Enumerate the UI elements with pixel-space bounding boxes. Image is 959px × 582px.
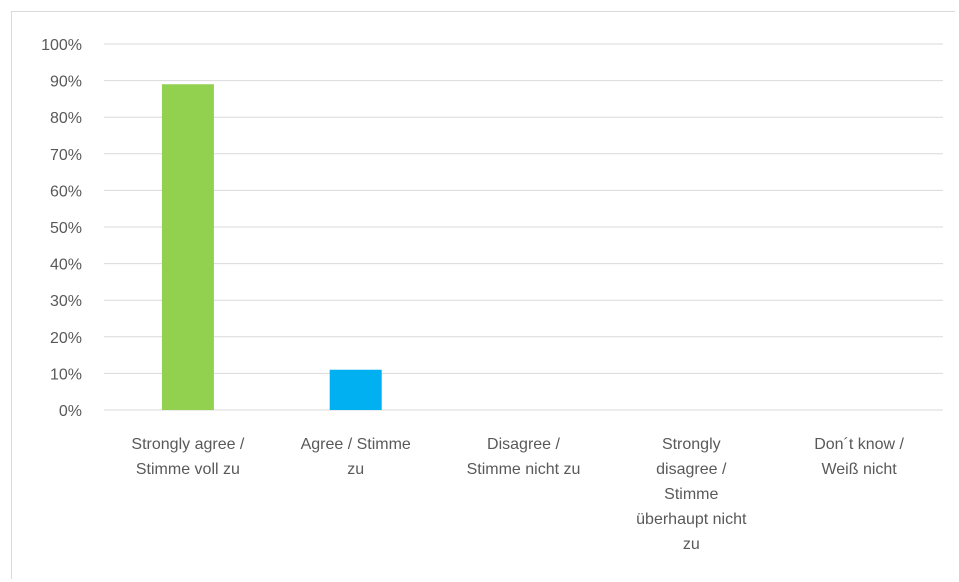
y-axis-ticks: 0% 10% 20% 30% 40% 50% 60% 70% 80% 90% 100% [41, 37, 82, 420]
chart-frame [11, 11, 955, 579]
y-tick-label: 60% [50, 183, 82, 200]
x-category-label: Disagree / Stimme nicht zu [467, 436, 581, 478]
bar [329, 369, 382, 410]
y-tick-label: 80% [50, 110, 82, 127]
y-tick-label: 30% [50, 293, 82, 310]
x-axis-labels: Strongly agree / Stimme voll zu Agree / St… [131, 436, 904, 553]
x-category-label: Strongly disagree / Stimme überhaupt nicht z… [636, 436, 747, 553]
x-category-label: Agree / Stimme zu [301, 436, 411, 478]
y-tick-label: 0% [59, 403, 82, 420]
y-tick-label: 40% [50, 257, 82, 274]
y-tick-label: 90% [50, 74, 82, 91]
y-tick-label: 10% [50, 366, 82, 383]
y-tick-label: 50% [50, 220, 82, 237]
y-tick-label: 70% [50, 147, 82, 164]
gridlines [104, 43, 943, 411]
x-category-label: Strongly agree / Stimme voll zu [131, 436, 245, 478]
y-tick-label: 100% [41, 37, 82, 54]
y-tick-label: 20% [50, 330, 82, 347]
bar [161, 84, 214, 410]
x-category-label: Don´t know / Weiß nicht [814, 436, 904, 478]
bars [161, 84, 382, 410]
